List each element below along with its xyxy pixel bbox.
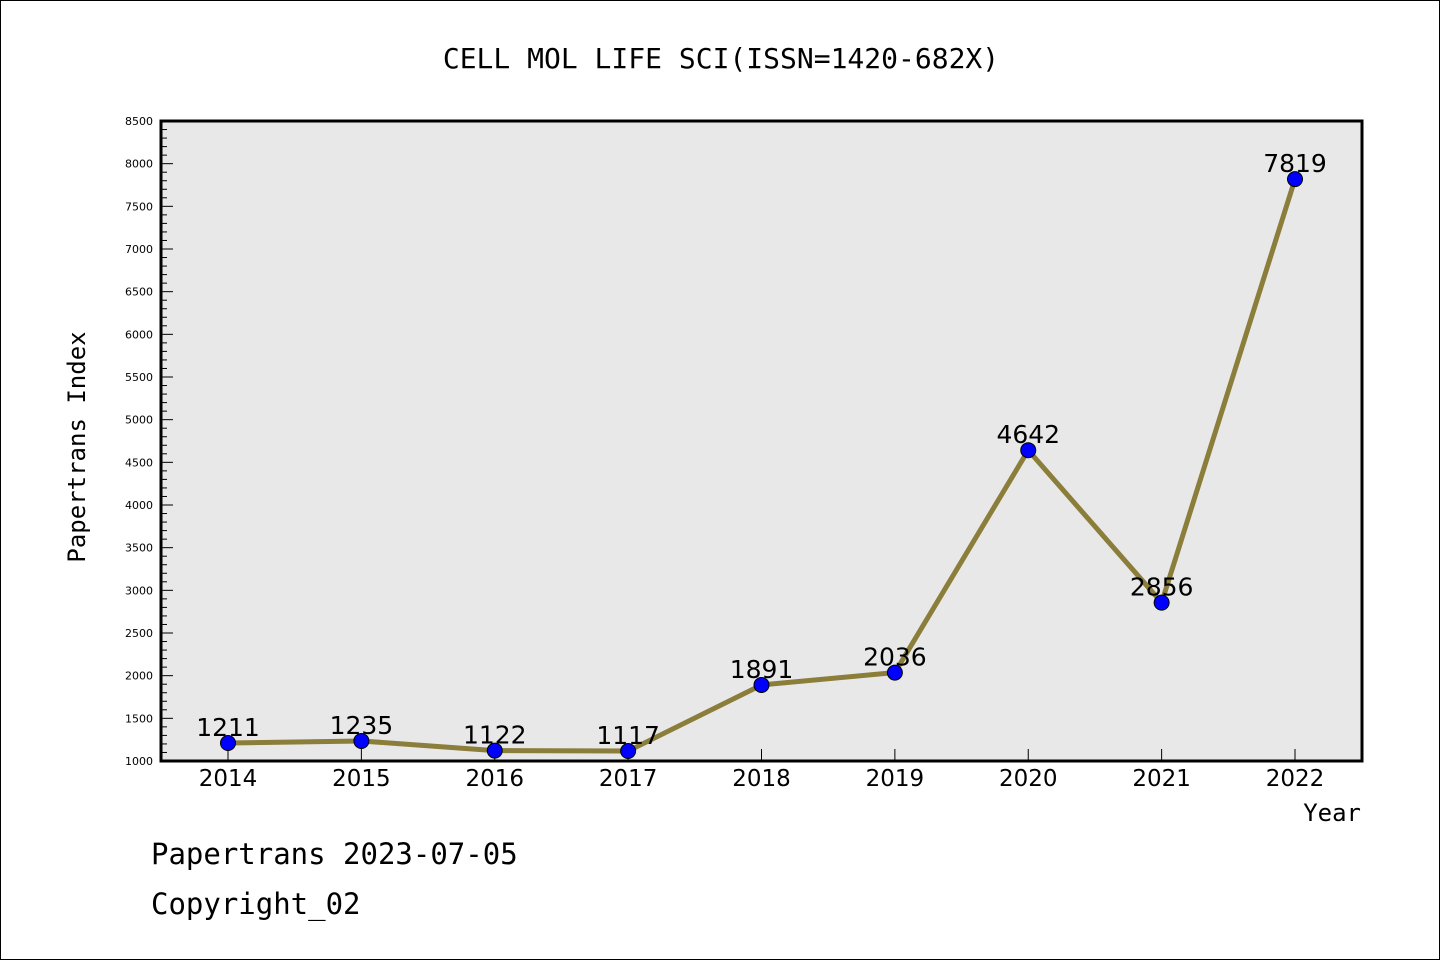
data-label: 2036 [863,643,927,672]
y-tick-label: 2000 [125,670,153,683]
y-tick-label: 3000 [125,584,153,597]
x-tick-label: 2014 [199,766,258,792]
x-tick-label: 2020 [999,766,1058,792]
data-point [1287,171,1303,188]
data-point [353,732,370,749]
x-axis-label: Year [1303,799,1361,827]
data-labels-group: 1211 1235 1122 1117 1891 2036 4642 2856 7819 [196,149,1327,750]
data-point [220,734,236,751]
y-tick-label: 4500 [125,456,153,469]
data-label: 2856 [1130,573,1194,602]
y-tick-label: 7000 [125,243,153,256]
y-tick-label: 1000 [125,755,153,768]
data-point [1020,442,1037,459]
plot-area [159,119,1364,763]
footer-copyright-line: Copyright_02 [151,887,361,921]
data-label: 1122 [463,721,527,750]
data-point [1153,594,1170,611]
y-tick-label: 5000 [125,414,153,427]
y-tick-label: 4000 [125,499,153,512]
data-label: 1211 [196,713,260,742]
data-point [486,742,503,759]
y-axis-ticks: 1000 1500 2000 2500 3000 3500 4000 4500 5000 5500… [125,115,173,768]
x-tick-label: 2019 [866,766,925,792]
y-tick-label: 3500 [125,542,153,555]
data-label: 1117 [596,721,660,750]
x-tick-label: 2022 [1266,766,1325,792]
y-axis-label: Papertrans Index [63,331,91,562]
y-tick-label: 1500 [125,712,153,725]
data-point [753,676,770,693]
data-point [620,743,637,760]
chart-title: CELL MOL LIFE SCI(ISSN=1420-682X) [443,42,999,75]
x-tick-label: 2016 [465,766,524,792]
y-tick-label: 5500 [125,371,153,384]
x-tick-label: 2015 [332,766,391,792]
data-label: 1235 [330,711,394,740]
y-tick-label: 8500 [125,115,153,128]
data-point [886,664,903,681]
data-label: 1891 [730,655,794,684]
data-label: 4642 [996,420,1060,449]
y-tick-label: 6500 [125,286,153,299]
y-tick-label: 7500 [125,200,153,213]
x-tick-label: 2017 [599,766,658,792]
x-axis-ticks: 2014 2015 2016 2017 2018 2019 2020 2021 2022 [199,749,1325,792]
x-tick-label: 2018 [732,766,791,792]
y-tick-label: 8000 [125,158,153,171]
series-line-group [220,171,1303,760]
footer-date-line: Papertrans 2023-07-05 [151,837,518,871]
x-tick-label: 2021 [1132,766,1191,792]
data-label: 7819 [1263,149,1327,178]
y-tick-label: 2500 [125,627,153,640]
y-tick-label: 6000 [125,328,153,341]
